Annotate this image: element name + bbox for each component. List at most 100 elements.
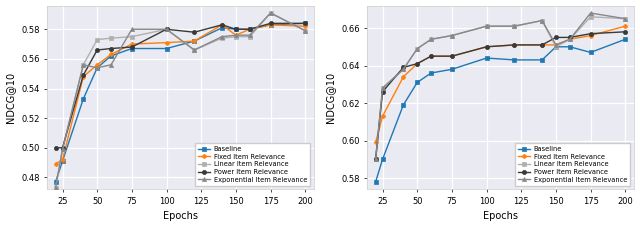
Power Item Relevance — [301, 22, 309, 25]
Legend: Baseline, Fixed Item Relevance, Linear Item Relevance, Power Item Relevance, Exp: Baseline, Fixed Item Relevance, Linear I… — [195, 143, 310, 186]
Baseline — [483, 57, 490, 59]
Linear Item Relevance — [621, 17, 629, 20]
Power Item Relevance — [232, 28, 240, 31]
Baseline — [413, 81, 421, 84]
Baseline — [218, 26, 226, 29]
Linear Item Relevance — [538, 19, 546, 22]
Exponential Item Relevance — [191, 49, 198, 51]
Power Item Relevance — [538, 44, 546, 46]
Exponential Item Relevance — [511, 25, 518, 27]
Fixed Item Relevance — [448, 55, 456, 57]
Linear Item Relevance — [399, 68, 407, 71]
Fixed Item Relevance — [267, 23, 275, 26]
Power Item Relevance — [399, 66, 407, 69]
Linear Item Relevance — [108, 37, 115, 39]
Exponential Item Relevance — [246, 34, 253, 37]
Power Item Relevance — [587, 32, 595, 35]
Y-axis label: NDCG@10: NDCG@10 — [6, 72, 15, 123]
Fixed Item Relevance — [399, 75, 407, 78]
Y-axis label: NDCG@10: NDCG@10 — [326, 72, 335, 123]
Exponential Item Relevance — [428, 38, 435, 41]
Legend: Baseline, Fixed Item Relevance, Linear Item Relevance, Power Item Relevance, Exp: Baseline, Fixed Item Relevance, Linear I… — [515, 143, 630, 186]
Line: Linear Item Relevance: Linear Item Relevance — [374, 15, 627, 161]
Exponential Item Relevance — [399, 68, 407, 71]
Power Item Relevance — [108, 47, 115, 50]
Baseline — [108, 54, 115, 57]
Exponential Item Relevance — [93, 67, 101, 69]
Exponential Item Relevance — [218, 35, 226, 38]
Fixed Item Relevance — [52, 163, 60, 165]
Fixed Item Relevance — [538, 44, 546, 46]
Linear Item Relevance — [191, 49, 198, 51]
Exponential Item Relevance — [232, 34, 240, 37]
Linear Item Relevance — [587, 15, 595, 18]
Fixed Item Relevance — [379, 115, 387, 118]
Fixed Item Relevance — [108, 53, 115, 56]
Exponential Item Relevance — [267, 12, 275, 14]
Exponential Item Relevance — [483, 25, 490, 27]
Exponential Item Relevance — [163, 28, 170, 31]
Exponential Item Relevance — [413, 47, 421, 50]
X-axis label: Epochs: Epochs — [483, 211, 518, 222]
Linear Item Relevance — [301, 29, 309, 32]
Exponential Item Relevance — [621, 17, 629, 20]
Exponential Item Relevance — [52, 186, 60, 189]
Power Item Relevance — [93, 49, 101, 51]
Linear Item Relevance — [79, 64, 87, 66]
Power Item Relevance — [483, 45, 490, 48]
Baseline — [267, 23, 275, 26]
Fixed Item Relevance — [218, 23, 226, 26]
Power Item Relevance — [372, 158, 380, 161]
Baseline — [93, 67, 101, 69]
Power Item Relevance — [267, 22, 275, 25]
Power Item Relevance — [52, 146, 60, 149]
Power Item Relevance — [59, 146, 67, 149]
Baseline — [552, 45, 560, 48]
Fixed Item Relevance — [79, 75, 87, 78]
Power Item Relevance — [413, 62, 421, 65]
Exponential Item Relevance — [59, 148, 67, 151]
Power Item Relevance — [621, 30, 629, 33]
Power Item Relevance — [218, 23, 226, 26]
Power Item Relevance — [191, 31, 198, 34]
Linear Item Relevance — [379, 87, 387, 89]
Linear Item Relevance — [372, 158, 380, 161]
Linear Item Relevance — [511, 25, 518, 27]
Exponential Item Relevance — [379, 87, 387, 89]
Linear Item Relevance — [218, 37, 226, 39]
Power Item Relevance — [128, 46, 136, 48]
Baseline — [587, 51, 595, 54]
Fixed Item Relevance — [413, 62, 421, 65]
Fixed Item Relevance — [163, 41, 170, 44]
Power Item Relevance — [448, 55, 456, 57]
Baseline — [448, 68, 456, 71]
Exponential Item Relevance — [128, 28, 136, 31]
Line: Power Item Relevance: Power Item Relevance — [374, 30, 627, 161]
Exponential Item Relevance — [552, 44, 560, 46]
Exponential Item Relevance — [538, 19, 546, 22]
Fixed Item Relevance — [428, 55, 435, 57]
Fixed Item Relevance — [511, 44, 518, 46]
Linear Item Relevance — [128, 35, 136, 38]
Baseline — [379, 158, 387, 161]
Line: Fixed Item Relevance: Fixed Item Relevance — [54, 23, 307, 166]
Power Item Relevance — [163, 28, 170, 31]
Baseline — [232, 28, 240, 31]
Baseline — [566, 45, 573, 48]
X-axis label: Epochs: Epochs — [163, 211, 198, 222]
Linear Item Relevance — [246, 35, 253, 38]
Exponential Item Relevance — [587, 12, 595, 15]
Baseline — [399, 104, 407, 106]
Linear Item Relevance — [483, 25, 490, 27]
Baseline — [79, 98, 87, 100]
Line: Power Item Relevance: Power Item Relevance — [54, 21, 307, 150]
Line: Fixed Item Relevance: Fixed Item Relevance — [374, 24, 627, 144]
Fixed Item Relevance — [621, 25, 629, 27]
Power Item Relevance — [428, 55, 435, 57]
Exponential Item Relevance — [301, 29, 309, 32]
Power Item Relevance — [511, 44, 518, 46]
Power Item Relevance — [79, 74, 87, 76]
Baseline — [621, 38, 629, 41]
Line: Exponential Item Relevance: Exponential Item Relevance — [54, 11, 307, 190]
Baseline — [301, 22, 309, 25]
